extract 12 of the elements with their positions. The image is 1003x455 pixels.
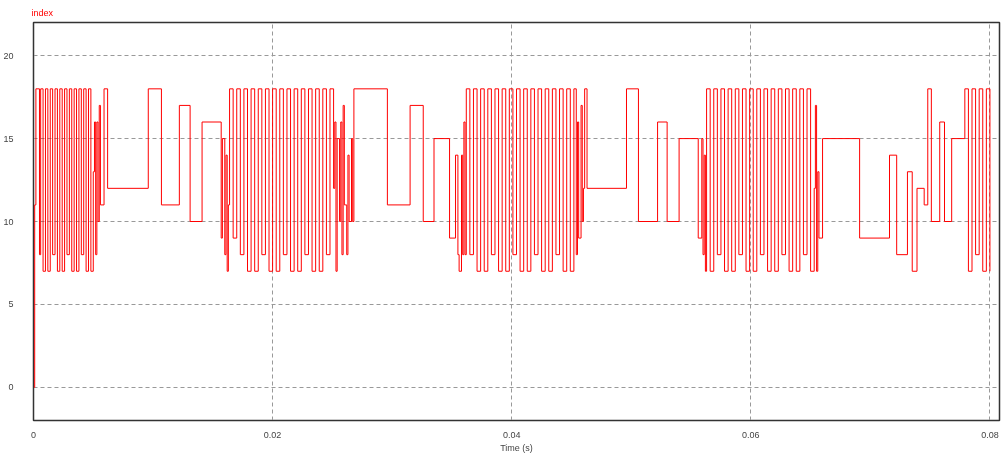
x-tick-label: 0 — [31, 429, 37, 440]
y-tick-label: 5 — [8, 299, 14, 310]
x-tick-label: 0.06 — [742, 429, 760, 440]
x-tick-label: 0.08 — [981, 429, 999, 440]
x-tick-label: 0.02 — [263, 429, 282, 440]
text: index — [31, 7, 54, 18]
y-tick-label: 0 — [8, 382, 14, 393]
x-tick-label: 0.04 — [502, 429, 521, 440]
y-tick-label: 20 — [3, 50, 14, 61]
y-tick-label: 10 — [3, 216, 14, 227]
x-axis-title: Time (s) — [500, 442, 533, 453]
y-tick-label: 15 — [3, 133, 14, 144]
